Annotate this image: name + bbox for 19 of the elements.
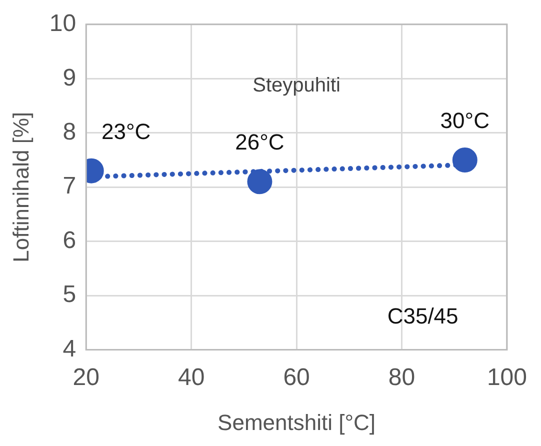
annotation: Steypuhiti <box>252 74 340 97</box>
x-tick-label: 40 <box>178 364 205 391</box>
annotation: 23°C <box>102 118 151 144</box>
y-axis-title: Loftinnihald [%] <box>8 112 34 262</box>
y-tick-label: 7 <box>62 172 76 200</box>
x-tick-label: 60 <box>283 364 310 391</box>
x-tick-label: 20 <box>72 364 100 391</box>
y-tick-label: 6 <box>62 226 76 254</box>
x-tick-label: 80 <box>388 364 416 391</box>
y-tick-label: 8 <box>62 118 76 146</box>
x-tick-label: 100 <box>486 364 527 391</box>
y-tick-label: 5 <box>62 281 76 308</box>
y-tick-label: 10 <box>49 10 76 38</box>
y-tick-label: 9 <box>62 64 76 92</box>
x-axis-title: Sementshiti [°C] <box>218 410 376 435</box>
annotation: C35/45 <box>387 303 458 328</box>
annotation: 26°C <box>235 130 284 155</box>
y-tick-label: 4 <box>62 335 76 362</box>
annotation: 30°C <box>440 108 490 134</box>
